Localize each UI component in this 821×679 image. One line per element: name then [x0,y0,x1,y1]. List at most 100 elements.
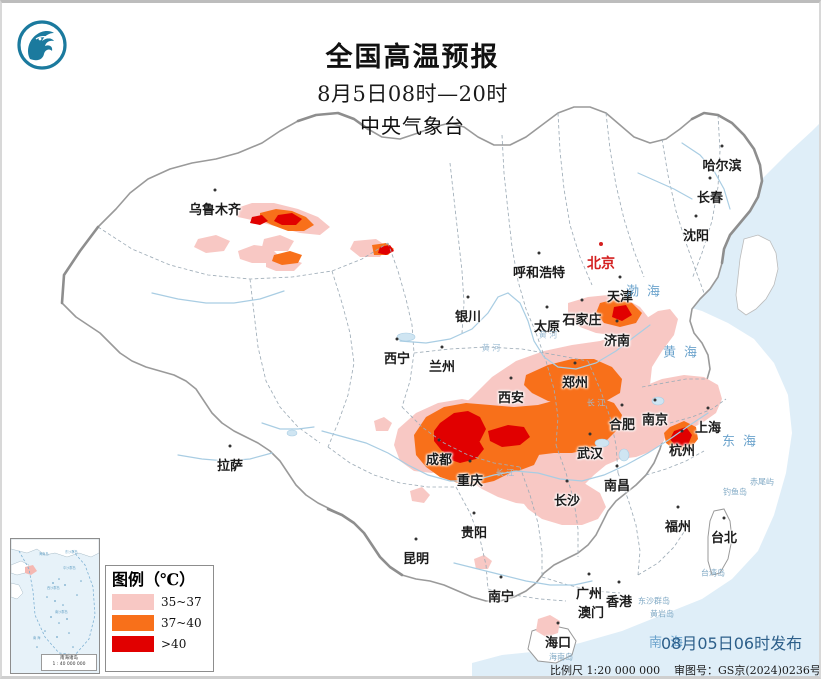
sea-label: 渤海 [625,284,669,300]
geo-label: 东沙群岛 [638,596,670,606]
city-label: 澳门 [577,606,605,621]
city-marker [466,295,470,299]
china-heat-forecast-map [5,6,819,676]
city-marker [440,345,444,349]
svg-text:东沙群岛: 东沙群岛 [65,549,78,554]
river-label: 长 江 [495,468,515,478]
city-label: 杭州 [668,444,696,459]
legend-box: 图例（℃） 35~37 37~40 >40 [105,565,214,672]
city-marker [499,575,503,579]
city-marker [722,516,726,520]
city-marker [213,188,217,192]
city-marker [395,337,399,341]
sea-label: 南海 [648,635,692,651]
city-marker [565,479,569,483]
geo-label: 海南岛 [549,652,573,662]
legend-rows: 35~37 37~40 >40 [112,594,208,653]
heat-band-over-40 [250,213,692,463]
legend-label: 35~37 [161,595,202,610]
city-marker [588,432,592,436]
city-marker [720,144,724,148]
city-marker [680,429,684,433]
city-label: 沈阳 [682,229,710,244]
korea-landmass [735,234,779,316]
svg-text:南 海: 南 海 [33,635,41,640]
city-marker [556,621,560,625]
city-marker [615,464,619,468]
city-label: 北京 [587,256,615,272]
city-label: 银川 [454,310,482,325]
issue-time: 08月05日06时发布 [661,634,803,653]
legend-swatch [112,636,154,653]
city-label: 石家庄 [562,313,602,328]
city-label: 成都 [425,453,453,468]
city-label: 南宁 [487,590,515,605]
city-label: 哈尔滨 [702,159,742,174]
city-marker [676,505,680,509]
city-marker [228,444,232,448]
city-label: 呼和浩特 [512,266,566,281]
sea-area [472,124,819,676]
rivers [151,142,731,586]
cma-dragon-logo [16,19,68,71]
city-marker [509,376,513,380]
city-label: 兰州 [428,360,456,375]
city-label: 长春 [696,191,724,206]
city-label: 郑州 [561,376,589,391]
city-label: 长沙 [553,494,581,509]
legend-label: 37~40 [161,616,202,631]
city-marker [545,305,549,309]
city-label: 武汉 [576,447,604,462]
city-label: 广州 [575,587,603,602]
legend-item: 37~40 [112,615,208,632]
city-label: 台北 [710,531,738,546]
city-label: 重庆 [456,474,484,489]
city-label: 南京 [641,413,669,428]
city-marker [694,214,698,218]
city-marker [615,319,619,323]
city-marker [618,275,622,279]
city-label: 昆明 [402,552,430,567]
city-label: 乌鲁木齐 [188,203,242,218]
city-marker [589,591,593,595]
geo-label: 赤尾屿 [750,477,774,487]
inset-name: 南海诸岛 [60,655,78,661]
national-border [60,111,764,577]
city-label: 太原 [533,320,561,335]
inset-scale: 南海诸岛 1 : 40 000 000 [41,653,97,671]
geo-label: 黄岩岛 [650,609,674,619]
svg-text:西沙群岛: 西沙群岛 [47,585,60,590]
geo-label: 钓鱼岛 [723,487,747,497]
city-marker [599,242,603,246]
city-label: 海口 [544,636,572,651]
legend-swatch [112,615,154,632]
approval-number: 审图号：GS京(2024)0236号 [674,664,821,677]
svg-text:海南岛: 海南岛 [39,551,49,556]
province-boundaries [97,112,727,602]
city-marker [437,438,441,442]
legend-swatch [112,594,154,611]
city-label: 济南 [603,334,631,349]
city-marker [708,176,712,180]
city-label: 天津 [606,290,634,305]
river-label: 长 江 [586,398,606,408]
legend-title: 图例（℃） [112,570,196,589]
map-scale: 比例尺 1:20 000 000 [550,664,661,677]
city-label: 香港 [605,595,633,610]
city-label: 西宁 [383,352,411,367]
city-label: 贵阳 [460,526,488,541]
city-marker [587,572,591,576]
inset-scale-value: 1 : 40 000 000 [52,662,86,668]
svg-text:中沙群岛: 中沙群岛 [63,565,76,570]
city-marker [573,361,577,365]
city-marker [537,251,541,255]
sea-label: 东海 [721,434,765,450]
city-marker [414,537,418,541]
taiwan-island [707,508,733,576]
south-china-sea-inset: 海南岛 东沙群岛 中沙群岛 西沙群岛 南沙群岛 南 海 南海诸岛 1 : 40 … [10,538,100,674]
city-label: 上海 [694,421,722,436]
city-marker [706,406,710,410]
city-label: 西安 [497,391,525,406]
river-label: 黄 河 [538,330,558,340]
